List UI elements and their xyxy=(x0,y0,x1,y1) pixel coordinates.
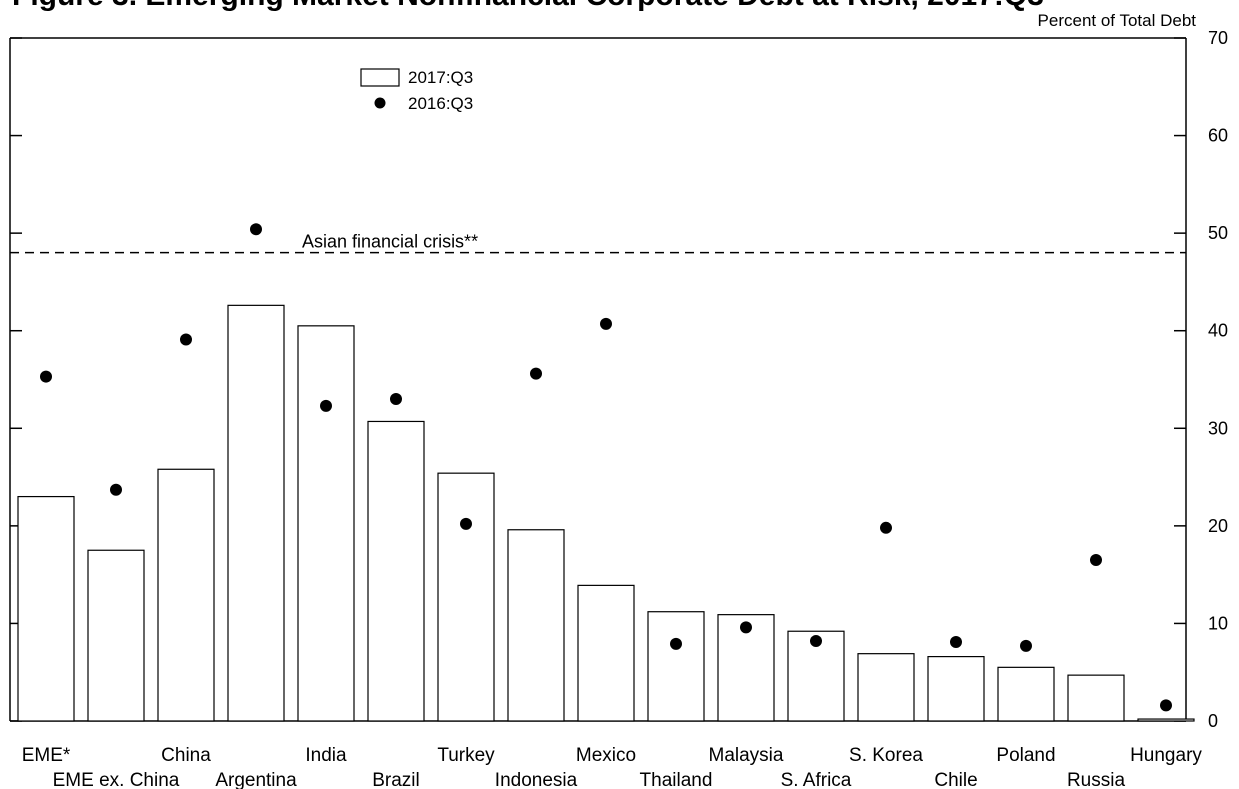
dot-2016q3-14 xyxy=(1020,639,1032,652)
y-tick-label-0: 0 xyxy=(1208,711,1218,731)
y-axis-unit-label: Percent of Total Debt xyxy=(1038,11,1197,30)
legend-swatch-2016q3 xyxy=(374,97,386,109)
y-tick-label-40: 40 xyxy=(1208,321,1228,341)
category-label-12: S. Korea xyxy=(849,745,923,766)
category-label-13: Chile xyxy=(934,770,977,789)
y-tick-label-30: 30 xyxy=(1208,418,1228,438)
bar-2017q3-2 xyxy=(157,468,215,722)
legend-swatch-2017q3 xyxy=(360,68,400,87)
dot-2016q3-15 xyxy=(1090,554,1102,567)
dot-2016q3-16 xyxy=(1160,699,1172,712)
bar-2017q3-13 xyxy=(927,656,985,722)
bar-2017q3-15 xyxy=(1067,674,1125,722)
bar-2017q3-0 xyxy=(17,495,75,722)
category-label-11: S. Africa xyxy=(781,770,852,789)
dot-2016q3-3 xyxy=(250,223,262,236)
dot-2016q3-12 xyxy=(880,521,892,534)
y-tick-label-70: 70 xyxy=(1208,28,1228,48)
category-label-5: Brazil xyxy=(372,770,420,789)
category-label-3: Argentina xyxy=(215,770,297,789)
bar-2017q3-6 xyxy=(437,472,495,722)
bar-2017q3-5 xyxy=(367,420,425,722)
category-label-8: Mexico xyxy=(576,745,636,766)
category-label-9: Thailand xyxy=(640,770,713,789)
dot-2016q3-10 xyxy=(740,621,752,634)
bar-series-2017q3 xyxy=(17,304,1195,722)
bar-2017q3-4 xyxy=(297,325,355,722)
dot-2016q3-7 xyxy=(530,367,542,380)
legend: 2017:Q3 2016:Q3 xyxy=(360,68,473,113)
y-axis-ticks: 0 10 20 30 40 50 60 70 xyxy=(10,28,1228,731)
category-label-7: Indonesia xyxy=(495,770,578,789)
y-tick-label-10: 10 xyxy=(1208,613,1228,633)
category-label-6: Turkey xyxy=(437,745,495,766)
chart-title: Figure 3. Emerging Market Nonfinancial C… xyxy=(12,0,1044,12)
reference-line-group: Asian financial crisis** xyxy=(10,232,1186,254)
category-label-14: Poland xyxy=(996,745,1055,766)
y-tick-label-50: 50 xyxy=(1208,223,1228,243)
dot-series-2016q3 xyxy=(40,223,1172,712)
dot-2016q3-5 xyxy=(390,393,402,406)
category-label-16: Hungary xyxy=(1130,745,1202,766)
bar-2017q3-3 xyxy=(227,304,285,722)
dot-2016q3-13 xyxy=(950,635,962,648)
bar-2017q3-12 xyxy=(857,653,915,722)
dot-2016q3-11 xyxy=(810,634,822,647)
dot-2016q3-2 xyxy=(180,333,192,346)
bar-2017q3-1 xyxy=(87,549,145,722)
legend-label-2016q3: 2016:Q3 xyxy=(408,94,473,113)
bar-2017q3-8 xyxy=(577,584,635,722)
dot-2016q3-1 xyxy=(110,483,122,496)
category-label-1: EME ex. China xyxy=(53,770,180,789)
bar-2017q3-7 xyxy=(507,529,565,722)
category-label-4: India xyxy=(305,745,347,766)
dot-2016q3-9 xyxy=(670,637,682,650)
dot-2016q3-4 xyxy=(320,399,332,412)
y-tick-label-60: 60 xyxy=(1208,126,1228,146)
bar-2017q3-9 xyxy=(647,611,705,722)
dot-2016q3-0 xyxy=(40,370,52,383)
category-label-0: EME* xyxy=(22,745,71,766)
category-label-15: Russia xyxy=(1067,770,1126,789)
category-label-2: China xyxy=(161,745,211,766)
bar-2017q3-16 xyxy=(1137,718,1195,722)
legend-label-2017q3: 2017:Q3 xyxy=(408,68,473,87)
dot-2016q3-6 xyxy=(460,517,472,530)
y-tick-label-20: 20 xyxy=(1208,516,1228,536)
dot-2016q3-8 xyxy=(600,317,612,330)
bar-2017q3-14 xyxy=(997,666,1055,722)
asian-crisis-label: Asian financial crisis** xyxy=(302,232,478,252)
category-label-10: Malaysia xyxy=(709,745,784,766)
